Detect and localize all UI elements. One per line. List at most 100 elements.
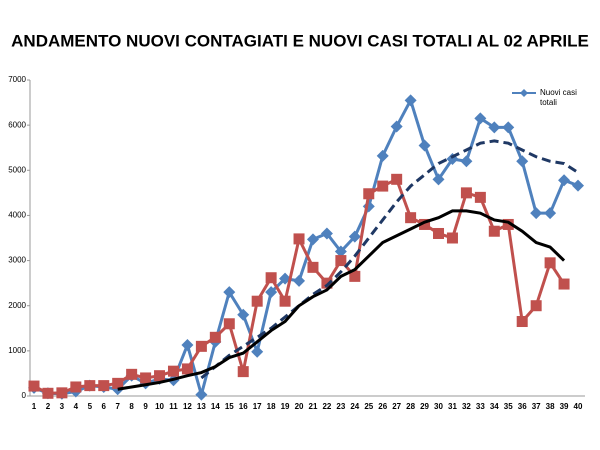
x-tick-label: 30 xyxy=(434,402,443,411)
x-tick-label: 23 xyxy=(336,402,345,411)
marker xyxy=(405,212,417,224)
x-tick-label: 35 xyxy=(504,402,513,411)
marker xyxy=(335,255,347,267)
marker xyxy=(70,381,82,393)
x-tick-label: 20 xyxy=(295,402,304,411)
x-tick-label: 13 xyxy=(197,402,206,411)
x-tick-label: 4 xyxy=(74,402,79,411)
marker xyxy=(488,225,500,237)
marker xyxy=(98,380,110,392)
legend-label: Nuovi casi totali xyxy=(540,88,577,107)
x-tick-label: 2 xyxy=(46,402,51,411)
x-tick-label: 7 xyxy=(115,402,120,411)
x-tick-label: 21 xyxy=(309,402,318,411)
x-tick-label: 19 xyxy=(281,402,290,411)
marker xyxy=(154,370,166,382)
y-tick-label: 6000 xyxy=(8,120,26,129)
chart-title: ANDAMENTO NUOVI CONTAGIATI E NUOVI CASI … xyxy=(11,31,589,50)
marker xyxy=(502,121,515,134)
y-tick-label: 5000 xyxy=(8,165,26,174)
marker xyxy=(516,316,528,328)
marker xyxy=(502,218,514,230)
legend-swatch xyxy=(512,89,536,97)
marker xyxy=(251,345,264,358)
marker xyxy=(530,207,543,220)
marker xyxy=(558,278,570,290)
x-tick-label: 18 xyxy=(267,402,276,411)
marker xyxy=(446,232,458,244)
marker xyxy=(320,227,333,240)
marker xyxy=(460,187,472,199)
marker xyxy=(265,286,278,299)
marker xyxy=(404,94,417,107)
x-tick-label: 38 xyxy=(546,402,555,411)
marker xyxy=(307,261,319,273)
x-tick-label: 24 xyxy=(350,402,359,411)
marker xyxy=(321,277,333,289)
x-tick-label: 12 xyxy=(183,402,192,411)
marker xyxy=(42,387,54,399)
marker xyxy=(363,188,375,200)
marker xyxy=(293,233,305,245)
x-tick-label: 37 xyxy=(532,402,541,411)
marker xyxy=(195,388,208,401)
x-tick-label: 25 xyxy=(364,402,373,411)
x-tick-label: 28 xyxy=(406,402,415,411)
y-tick-label: 7000 xyxy=(8,75,26,84)
x-tick-label: 1 xyxy=(32,402,37,411)
marker xyxy=(558,174,571,187)
y-tick-label: 0 xyxy=(22,391,27,400)
marker xyxy=(418,139,431,152)
marker xyxy=(390,120,403,133)
marker xyxy=(348,230,361,243)
marker xyxy=(474,112,487,125)
x-tick-label: 9 xyxy=(143,402,148,411)
marker xyxy=(488,121,501,134)
marker xyxy=(516,155,529,168)
x-tick-label: 17 xyxy=(253,402,262,411)
series-line xyxy=(33,96,579,401)
x-tick-label: 8 xyxy=(129,402,134,411)
marker xyxy=(181,338,194,351)
x-tick-label: 5 xyxy=(88,402,93,411)
x-tick-label: 31 xyxy=(448,402,457,411)
marker xyxy=(530,300,542,312)
marker xyxy=(237,308,250,321)
series-line xyxy=(200,139,579,380)
x-tick-label: 3 xyxy=(60,402,65,411)
x-tick-label: 14 xyxy=(211,402,220,411)
marker xyxy=(112,377,124,389)
marker xyxy=(474,191,486,203)
x-tick-label: 26 xyxy=(378,402,387,411)
marker xyxy=(167,365,179,377)
x-tick-label: 40 xyxy=(574,402,583,411)
legend: Nuovi casi totali xyxy=(510,88,585,108)
x-tick-label: 36 xyxy=(518,402,527,411)
marker xyxy=(56,387,68,399)
marker xyxy=(349,270,361,282)
marker xyxy=(251,295,263,307)
y-tick-label: 4000 xyxy=(8,211,26,220)
x-tick-label: 29 xyxy=(420,402,429,411)
x-tick-label: 27 xyxy=(392,402,401,411)
marker xyxy=(419,218,431,230)
marker xyxy=(433,227,445,239)
marker xyxy=(377,180,389,192)
marker xyxy=(334,245,347,258)
marker xyxy=(140,372,152,384)
marker xyxy=(195,340,207,352)
marker xyxy=(126,368,138,380)
marker xyxy=(209,331,221,343)
x-tick-label: 6 xyxy=(102,402,107,411)
legend-item: Nuovi casi totali xyxy=(510,88,585,108)
marker xyxy=(432,173,445,186)
marker xyxy=(544,257,556,269)
x-tick-label: 11 xyxy=(169,402,178,411)
y-tick-label: 2000 xyxy=(8,301,26,310)
marker xyxy=(391,173,403,185)
marker xyxy=(28,380,40,392)
marker xyxy=(544,207,557,220)
x-tick-label: 16 xyxy=(239,402,248,411)
